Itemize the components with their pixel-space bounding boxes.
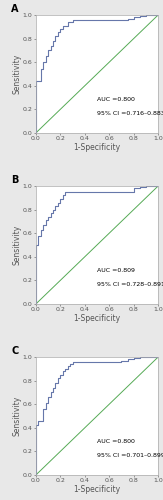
Text: 95% CI =0.716–0.883; P<0.001: 95% CI =0.716–0.883; P<0.001	[97, 110, 163, 116]
Text: 95% CI =0.701–0.899; P<0.001: 95% CI =0.701–0.899; P<0.001	[97, 452, 163, 458]
Y-axis label: Sensitivity: Sensitivity	[12, 54, 21, 94]
X-axis label: 1-Specificity: 1-Specificity	[73, 314, 121, 323]
X-axis label: 1-Specificity: 1-Specificity	[73, 485, 121, 494]
Y-axis label: Sensitivity: Sensitivity	[12, 396, 21, 436]
Text: C: C	[11, 346, 19, 356]
X-axis label: 1-Specificity: 1-Specificity	[73, 143, 121, 152]
Text: AUC =0.800: AUC =0.800	[97, 98, 135, 102]
Text: 95% CI =0.728–0.891; P<0.001: 95% CI =0.728–0.891; P<0.001	[97, 282, 163, 286]
Text: AUC =0.809: AUC =0.809	[97, 268, 135, 274]
Text: AUC =0.800: AUC =0.800	[97, 440, 135, 444]
Y-axis label: Sensitivity: Sensitivity	[12, 225, 21, 265]
Text: B: B	[11, 175, 19, 185]
Text: A: A	[11, 4, 19, 14]
